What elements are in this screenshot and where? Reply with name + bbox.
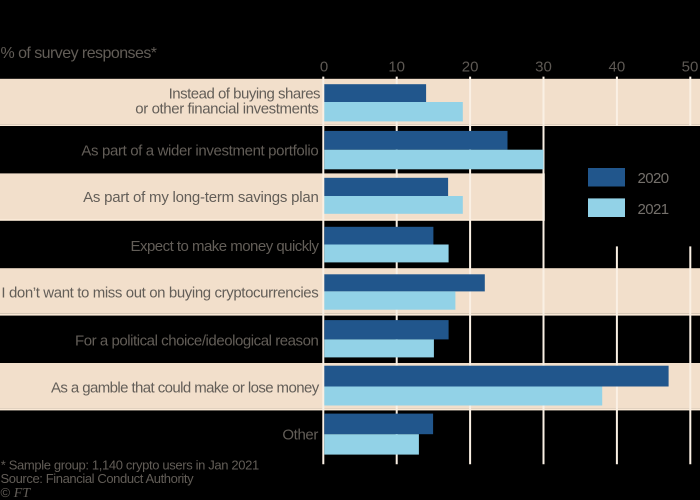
svg-text:40: 40 — [609, 59, 626, 76]
svg-text:Expect to make money quickly: Expect to make money quickly — [131, 238, 320, 255]
svg-text:Source: Financial Conduct Auth: Source: Financial Conduct Authority — [1, 471, 195, 486]
svg-text:Instead of buying shares: Instead of buying shares — [169, 85, 320, 102]
svg-text:Other: Other — [282, 427, 318, 444]
svg-text:10: 10 — [388, 59, 405, 76]
svg-text:0: 0 — [320, 59, 328, 76]
svg-text:50: 50 — [682, 59, 699, 76]
svg-text:2021: 2021 — [638, 201, 669, 218]
svg-text:I don’t want to miss out on bu: I don’t want to miss out on buying crypt… — [1, 285, 318, 302]
svg-text:* Sample group: 1,140 crypto u: * Sample group: 1,140 crypto users in Ja… — [1, 457, 259, 472]
svg-text:As part of my long-term saving: As part of my long-term savings plan — [83, 189, 319, 206]
svg-text:20: 20 — [462, 59, 479, 76]
svg-text:As a gamble that could make or: As a gamble that could make or lose mone… — [51, 379, 320, 396]
svg-text:For a political choice/ideolog: For a political choice/ideological reaso… — [75, 332, 318, 349]
svg-text:or other financial investments: or other financial investments — [135, 101, 318, 118]
svg-text:2020: 2020 — [638, 170, 669, 187]
svg-text:As part of a wider investment: As part of a wider investment portfolio — [81, 142, 318, 159]
svg-text:% of survey responses*: % of survey responses* — [1, 45, 157, 62]
svg-text:30: 30 — [535, 59, 552, 76]
svg-text:© FT: © FT — [1, 485, 32, 500]
